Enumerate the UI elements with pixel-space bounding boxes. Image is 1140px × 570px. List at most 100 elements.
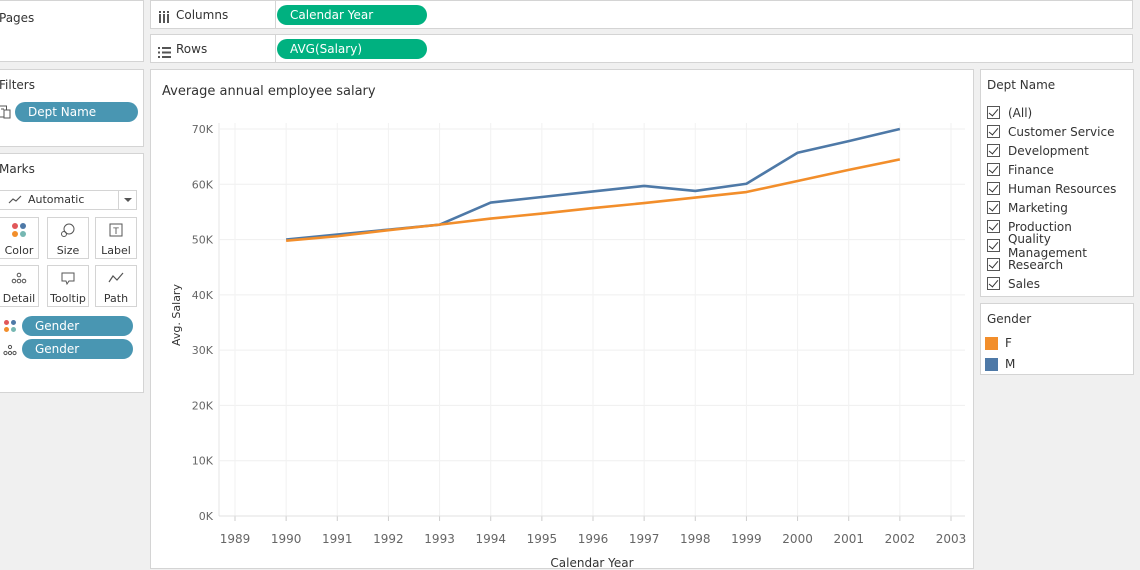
checkbox-checked-icon[interactable] (987, 182, 1000, 195)
y-tick-label: 70K (192, 123, 214, 136)
path-button[interactable]: Path (95, 265, 137, 307)
dept-filter-item-label: Quality Management (1007, 231, 1087, 260)
x-tick-label: 1991 (322, 532, 353, 546)
label-button-label: Label (101, 244, 131, 257)
x-tick-label: 2003 (936, 532, 967, 546)
x-tick-label: 1995 (527, 532, 558, 546)
checkbox-checked-icon[interactable] (987, 163, 1000, 176)
dept-filter-item[interactable]: Sales (987, 274, 1040, 293)
x-tick-label: 1993 (424, 532, 455, 546)
x-tick-label: 1992 (373, 532, 404, 546)
y-tick-label: 30K (192, 344, 214, 357)
dept-name-filter-card: Dept Name (All) Customer Service Developme… (980, 69, 1134, 297)
chevron-down-icon[interactable] (118, 191, 136, 209)
marks-pill-gender-color[interactable]: Gender (22, 316, 133, 336)
columns-shelf-divider (275, 1, 276, 28)
columns-label: Columns (176, 8, 229, 22)
x-tick-label: 1990 (271, 532, 302, 546)
dept-filter-item[interactable]: Development (987, 141, 1089, 160)
filters-panel: Filters Dept Name (0, 69, 144, 147)
rows-shelf: Rows AVG(Salary) (150, 34, 1133, 63)
legend-swatch (985, 336, 998, 350)
size-icon (48, 222, 88, 244)
dept-filter-item-label: (All) (1008, 105, 1033, 120)
y-axis-title: Avg. Salary (170, 284, 183, 346)
size-button-label: Size (56, 244, 80, 257)
columns-pill-calendar-year[interactable]: Calendar Year (277, 5, 427, 25)
label-button[interactable]: T Label (95, 217, 137, 259)
x-tick-label: 2001 (833, 532, 864, 546)
y-tick-label: 0K (199, 510, 214, 523)
dept-filter-item-label: Production (1008, 219, 1072, 234)
line-mark-icon (8, 191, 22, 215)
legend-swatch (985, 357, 998, 371)
dept-filter-item-label: Development (1008, 143, 1089, 158)
mark-type-dropdown[interactable]: Automatic (0, 190, 137, 210)
dept-filter-item-label: Research (1008, 257, 1064, 272)
gender-legend-item-label: F (1005, 336, 1012, 350)
marks-pill-gender-detail[interactable]: Gender (22, 339, 133, 359)
rows-shelf-divider (275, 35, 276, 62)
dept-filter-item-label: Customer Service (1008, 124, 1115, 139)
detail-button[interactable]: Detail (0, 265, 39, 307)
dept-filter-item[interactable]: Production (987, 217, 1072, 236)
x-tick-label: 1998 (680, 532, 711, 546)
x-tick-label: 1989 (220, 532, 251, 546)
dept-filter-item-label: Sales (1008, 276, 1040, 291)
x-tick-label: 1994 (475, 532, 506, 546)
color-icon (0, 222, 38, 244)
x-axis-title: Calendar Year (550, 556, 633, 570)
gender-legend-item[interactable]: F (985, 333, 1012, 353)
marks-title: Marks (0, 162, 35, 176)
checkbox-checked-icon[interactable] (987, 258, 1000, 271)
checkbox-checked-icon[interactable] (987, 125, 1000, 138)
filter-pill-dept-name[interactable]: Dept Name (15, 102, 138, 122)
y-tick-label: 50K (192, 234, 214, 247)
rows-label: Rows (176, 42, 208, 56)
detail-icon (0, 270, 38, 292)
dept-filter-item[interactable]: Customer Service (987, 122, 1114, 141)
checkbox-checked-icon[interactable] (987, 201, 1000, 214)
x-tick-label: 2000 (782, 532, 813, 546)
color-button[interactable]: Color (0, 217, 39, 259)
dept-filter-item[interactable]: Research (987, 255, 1063, 274)
y-tick-label: 40K (192, 289, 214, 302)
size-button[interactable]: Size (47, 217, 89, 259)
tooltip-icon (48, 270, 88, 292)
rows-pill-avg-salary[interactable]: AVG(Salary) (277, 39, 427, 59)
detail-button-label: Detail (2, 292, 36, 305)
svg-text:T: T (112, 227, 119, 237)
chart-view: Average annual employee salary 0K 10K 20K 3… (150, 69, 974, 570)
y-tick-label: 20K (192, 399, 214, 412)
dept-filter-item[interactable]: Human Resources (987, 179, 1116, 198)
gender-legend-item-label: M (1005, 357, 1016, 371)
dept-filter-item[interactable]: Quality Management (987, 232, 1133, 260)
checkbox-checked-icon[interactable] (987, 220, 1000, 233)
pages-title: Pages (0, 11, 35, 25)
checkbox-checked-icon[interactable] (987, 144, 1000, 157)
marks-panel: Marks Automatic Color Size T Label Detai… (0, 153, 144, 393)
color-button-label: Color (4, 244, 34, 257)
mark-type-value: Automatic (28, 193, 85, 206)
checkbox-checked-icon[interactable] (987, 106, 1000, 119)
series-line-f[interactable] (286, 158, 901, 242)
pages-panel: Pages (0, 0, 144, 62)
dept-filter-title: Dept Name (987, 78, 1056, 92)
y-tick-label: 10K (192, 455, 214, 468)
tooltip-button-label: Tooltip (50, 292, 86, 305)
checkbox-checked-icon[interactable] (987, 277, 1000, 290)
dept-filter-item[interactable]: Marketing (987, 198, 1068, 217)
gender-legend-title: Gender (987, 312, 1032, 326)
y-tick-label: 60K (192, 178, 214, 191)
line-chart: Average annual employee salary 0K 10K 20K 3… (162, 84, 967, 570)
gender-legend-item[interactable]: M (985, 354, 1015, 374)
columns-shelf: Columns Calendar Year (150, 0, 1133, 29)
color-encoding-icon (3, 318, 17, 337)
dept-filter-item[interactable]: (All) (987, 103, 1032, 122)
path-button-label: Path (103, 292, 129, 305)
dept-filter-item-label: Human Resources (1008, 181, 1117, 196)
dept-filter-item[interactable]: Finance (987, 160, 1054, 179)
tooltip-button[interactable]: Tooltip (47, 265, 89, 307)
checkbox-checked-icon[interactable] (987, 239, 1000, 252)
